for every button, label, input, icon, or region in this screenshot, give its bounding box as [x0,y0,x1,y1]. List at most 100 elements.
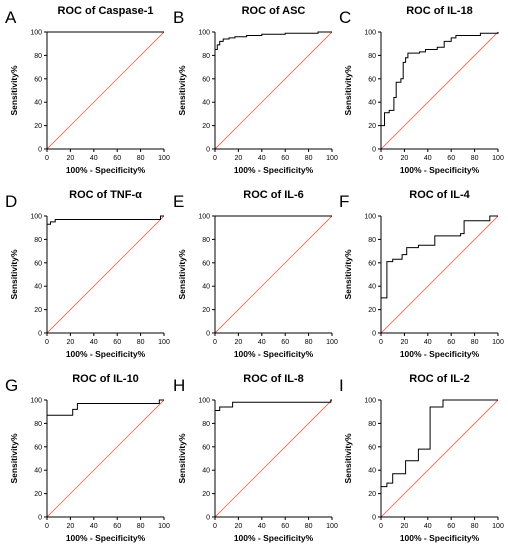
panel-e-title: ROC of IL-6 [243,189,304,201]
panel-a-y-tick-label: 80 [34,53,42,60]
panel-b-title: ROC of ASC [242,5,306,17]
panel-f-y-tick-label: 20 [368,307,376,314]
panel-g-y-tick-label: 100 [30,398,42,405]
panel-i-y-axis-label: Sensitivity% [343,433,353,484]
panel-h-title: ROC of IL-8 [243,373,304,385]
panel-d-roc-curve [46,215,164,333]
panel-e-y-tick-label: 0 [206,331,210,338]
panel-i-title: ROC of IL-2 [409,373,470,385]
panel-d-x-tick-label: 0 [45,339,49,346]
panel-h-x-tick-label: 60 [281,523,289,530]
panel-h-x-tick-label: 0 [213,523,217,530]
panel-h-y-tick-label: 40 [202,468,210,475]
panel-i-x-axis-label: 100% - Specificity% [400,533,480,543]
panel-b-x-tick-label: 20 [235,155,243,162]
panel-i-x-tick-label: 0 [379,523,383,530]
panel-h-letter: H [173,376,185,395]
panel-g-y-tick-label: 20 [34,491,42,498]
panel-g-y-axis-label: Sensitivity% [9,433,19,484]
panel-b-letter: B [173,8,184,27]
panel-b-x-tick-label: 60 [281,155,289,162]
panel-a-x-tick-label: 100 [158,155,170,162]
panel-a-y-tick-label: 60 [34,76,42,83]
panel-i-y-tick-label: 80 [368,421,376,428]
panel-h-x-tick-label: 100 [326,523,338,530]
panel-b: B ROC of ASC 00 20 20 40 40 60 60 80 80 100 100 100% … [173,5,338,175]
panel-a-y-tick-label: 20 [34,123,42,130]
panel-d-letter: D [5,192,17,211]
panel-d-y-tick-label: 100 [30,214,42,221]
panel-e: E ROC of IL-6 00 20 20 40 40 60 60 80 80 100 100 100%… [173,189,338,359]
panel-a-y-tick-label: 0 [38,147,42,154]
panel-b-y-axis-label: Sensitivity% [177,65,187,116]
panel-d-y-axis-label: Sensitivity% [9,249,19,300]
panel-h-y-axis-label: Sensitivity% [177,433,187,484]
panel-g-y-tick-label: 0 [38,515,42,522]
panel-f-x-tick-label: 0 [379,339,383,346]
panel-c-title: ROC of IL-18 [406,5,473,17]
panel-d-x-tick-label: 80 [137,339,145,346]
panel-e-x-tick-label: 100 [326,339,338,346]
panel-g-x-tick-label: 20 [67,523,75,530]
panel-d-title: ROC of TNF-α [69,189,142,201]
panel-i-letter: I [339,376,344,395]
panel-e-x-tick-label: 0 [213,339,217,346]
panel-h-y-tick-label: 60 [202,444,210,451]
panel-c-y-tick-label: 0 [372,147,376,154]
panel-e-x-tick-label: 20 [235,339,243,346]
panel-d-x-tick-label: 100 [158,339,170,346]
panel-g-x-axis-label: 100% - Specificity% [66,533,146,543]
panel-b-x-tick-label: 40 [258,155,266,162]
panel-f-x-tick-label: 60 [447,339,455,346]
panel-a-x-tick-label: 0 [45,155,49,162]
panel-e-y-tick-label: 20 [202,307,210,314]
panel-f-title: ROC of IL-4 [409,189,470,201]
panel-d-x-tick-label: 20 [67,339,75,346]
panel-h: H ROC of IL-8 00 20 20 40 40 60 60 80 80 100 100 100%… [173,373,338,543]
panel-h-y-tick-label: 0 [206,515,210,522]
panel-f-y-tick-label: 40 [368,284,376,291]
panel-b-roc-curve [214,31,332,149]
panel-h-x-tick-label: 80 [305,523,313,530]
panel-c-x-tick-label: 80 [471,155,479,162]
panel-c-x-tick-label: 60 [447,155,455,162]
panel-g-y-tick-label: 40 [34,468,42,475]
panel-i-y-tick-label: 0 [372,515,376,522]
panel-i-y-tick-label: 40 [368,468,376,475]
panel-d-y-tick-label: 60 [34,260,42,267]
panel-c-x-tick-label: 40 [424,155,432,162]
panel-c-y-tick-label: 80 [368,53,376,60]
panel-d-x-tick-label: 60 [113,339,121,346]
panel-g-letter: G [5,376,18,395]
panel-i-y-tick-label: 60 [368,444,376,451]
panel-g-x-tick-label: 60 [113,523,121,530]
panel-h-y-tick-label: 100 [198,398,210,405]
panel-e-x-tick-label: 40 [258,339,266,346]
panel-e-y-tick-label: 40 [202,284,210,291]
panel-c-roc-curve [380,32,499,149]
panel-g-x-tick-label: 100 [158,523,170,530]
panel-i: I ROC of IL-2 00 20 20 40 40 60 60 80 80 100 100 100%… [339,373,504,543]
panel-a-x-tick-label: 40 [90,155,98,162]
panel-c-letter: C [339,8,351,27]
panel-e-x-axis-label: 100% - Specificity% [234,349,314,359]
panel-f-letter: F [339,192,349,211]
panel-f-x-axis-label: 100% - Specificity% [400,349,480,359]
panel-f-y-tick-label: 80 [368,237,376,244]
panel-f-x-tick-label: 20 [401,339,409,346]
panel-i-x-tick-label: 40 [424,523,432,530]
panel-i-y-tick-label: 100 [364,398,376,405]
panel-f-roc-curve [380,215,498,333]
panel-a-title: ROC of Caspase-1 [58,5,154,17]
panel-a-y-tick-label: 100 [30,30,42,37]
panel-e-y-tick-label: 60 [202,260,210,267]
panel-d-reference-line [46,215,165,334]
panel-g-y-tick-label: 80 [34,421,42,428]
panel-f-x-tick-label: 100 [492,339,504,346]
panel-d-y-tick-label: 40 [34,284,42,291]
panel-c: C ROC of IL-18 00 20 20 40 40 60 60 80 80 100 100 100… [339,5,504,175]
panel-a-x-tick-label: 60 [113,155,121,162]
panel-f-y-tick-label: 60 [368,260,376,267]
panel-d: D ROC of TNF-α 00 20 20 40 40 60 60 80 80 100 100 100… [5,189,170,359]
panel-i-roc-curve [380,399,498,517]
